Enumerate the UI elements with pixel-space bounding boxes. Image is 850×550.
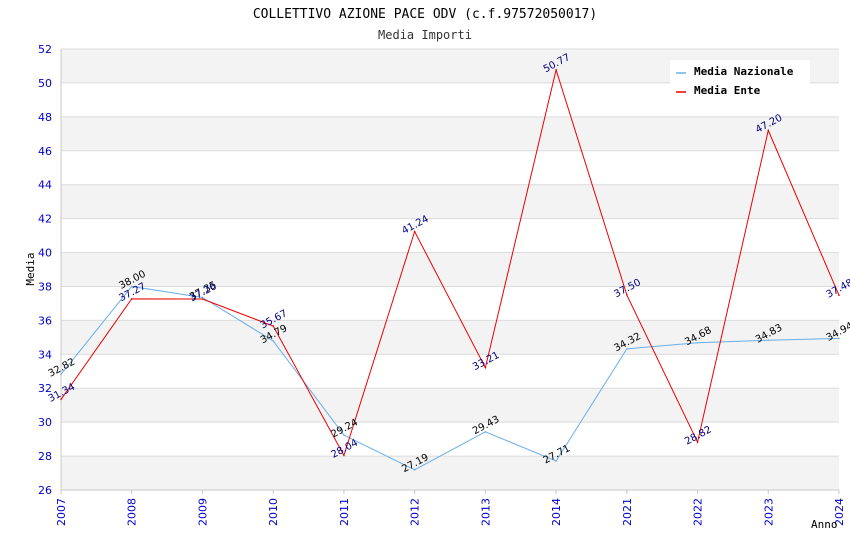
y-tick-label: 48: [38, 111, 52, 124]
data-point: [555, 69, 557, 71]
y-tick-label: 26: [38, 484, 52, 497]
x-tick-label: 2010: [267, 498, 280, 526]
grid-band: [61, 388, 839, 423]
data-point: [838, 294, 840, 297]
y-tick-labels: 26 28 30 32 34 36 38 40 42 44 46 48 50 52: [38, 43, 52, 497]
legend-label-media-ente: Media Ente: [694, 84, 761, 97]
x-tick-label: 2013: [479, 498, 492, 526]
data-point: [60, 373, 62, 376]
grid-band: [61, 184, 839, 219]
x-tick-label: 2011: [338, 498, 351, 526]
chart-title: COLLETTIVO AZIONE PACE ODV (c.f.97572050…: [253, 7, 597, 22]
y-tick-label: 32: [38, 382, 52, 395]
grid-band: [61, 320, 839, 355]
x-tick-label: 2009: [196, 498, 209, 526]
x-tick-label: 2022: [692, 498, 705, 526]
series-line-media-nazionale: [60, 285, 840, 471]
y-tick-label: 44: [38, 179, 52, 192]
y-tick-label: 52: [38, 43, 52, 56]
data-point: [272, 340, 274, 342]
x-tick-label: 2023: [762, 498, 775, 526]
legend-box: [670, 60, 810, 101]
data-point: [272, 325, 274, 327]
data-point: [484, 366, 487, 369]
data-point: [696, 441, 699, 443]
series-lines: [60, 67, 840, 471]
y-tick-label: 46: [38, 145, 52, 158]
data-point: [626, 348, 628, 350]
y-tick-label: 36: [38, 314, 52, 327]
data-point: [767, 129, 770, 132]
data-point: [413, 230, 416, 233]
y-tick-label: 30: [38, 416, 52, 429]
x-axis-title: Anno: [811, 518, 838, 531]
grid-band: [61, 456, 839, 490]
legend-label-media-nazionale: Media Nazionale: [694, 65, 794, 78]
grid-lines: [61, 48, 839, 491]
data-label: 28.82: [683, 424, 713, 447]
x-tick-label: 2024: [833, 498, 846, 526]
x-tick-label: 2007: [55, 498, 68, 526]
y-tick-label: 34: [38, 348, 52, 361]
series-line-media-ente: [60, 67, 840, 457]
x-tick-label: 2014: [550, 498, 563, 526]
data-point: [767, 339, 770, 342]
data-point: [484, 431, 487, 433]
grid-bands: [61, 49, 839, 490]
data-point: [130, 298, 133, 300]
grid-band: [61, 116, 839, 151]
data-point: [413, 469, 416, 471]
data-point: [201, 296, 204, 299]
x-tick-label: 2008: [126, 498, 139, 526]
x-tick-label: 2012: [409, 498, 422, 526]
data-point: [626, 294, 628, 296]
data-point: [201, 298, 204, 300]
x-tick-label: 2021: [621, 498, 634, 526]
y-tick-label: 40: [38, 247, 52, 260]
y-tick-label: 50: [38, 77, 52, 90]
y-tick-label: 42: [38, 213, 52, 226]
chart-subtitle: Media Importi: [378, 28, 472, 42]
y-axis-title: Media: [24, 252, 37, 285]
legend: Media Nazionale Media Ente: [670, 60, 810, 101]
data-point: [60, 398, 62, 401]
data-point: [343, 454, 345, 457]
y-tick-label: 28: [38, 450, 52, 463]
axes: [60, 49, 840, 494]
data-point: [838, 337, 840, 340]
y-tick-label: 38: [38, 280, 52, 293]
grid-band: [61, 252, 839, 287]
data-point: [696, 341, 699, 344]
data-point: [555, 460, 557, 462]
data-point: [130, 285, 133, 288]
x-tick-labels: 2007 2008 2009 2010 2011 2012 2013 2014 2021 2022…: [55, 498, 846, 526]
data-point: [343, 434, 345, 436]
